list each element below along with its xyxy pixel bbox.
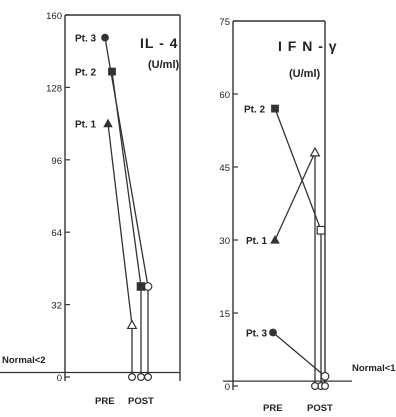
panel-2-series-pt-3-post-peak-point: [320, 371, 330, 381]
panel-1-x-label-post: POST: [128, 396, 154, 407]
panel-2-unit: (U/ml): [289, 68, 321, 80]
panel-2-series-pt-1-post-peak-point: [309, 146, 321, 157]
panel-2-x-label-post: POST: [307, 403, 333, 412]
panel-2-series-pt-2-post-peak-point: [316, 225, 326, 235]
panel-1-series-pt-2-pre-point: [108, 67, 116, 76]
panel-2-series-pt-3-line-pre-to-post: [272, 331, 326, 377]
panel-1-series-pt-1-label: Pt. 1: [75, 120, 97, 131]
panel-2-y-tick-label: 45: [219, 163, 230, 174]
panel-1-y-tick-label: 64: [51, 228, 62, 239]
panel-2-x-label-pre: PRE: [263, 403, 283, 412]
panel-1-series-pt-2-post-peak-point: [136, 282, 146, 291]
panel-1-y-tick-label: 96: [51, 156, 62, 167]
panel-2-normal-label: Normal<1: [352, 363, 396, 374]
panel-2-y-tick-label: 75: [219, 17, 230, 28]
panel-1-series-pt-1-post-final-point: [128, 373, 137, 382]
panel-2-series-pt-3-pre-point: [269, 328, 277, 337]
panel-2-series-pt-3-label: Pt. 3: [246, 328, 268, 339]
panel-2-series-pt-2-line-pre-to-post: [274, 108, 322, 231]
panel-1-title: IL - 4: [140, 35, 178, 51]
panel-1-normal-label: Normal<2: [2, 355, 46, 366]
panel-1-series-pt-2-label: Pt. 2: [75, 68, 97, 79]
panel-2-y-tick-label: 30: [219, 236, 230, 247]
panel-1-series-pt-2-line-pre-to-post: [111, 71, 142, 287]
panel-1-x-label-pre: PRE: [95, 396, 115, 407]
panel-2-series-pt-1-pre-point: [270, 235, 280, 244]
panel-1-y-tick-label: 32: [51, 301, 62, 312]
panel-2-series-pt-2-label: Pt. 2: [244, 105, 266, 116]
panel-1-series-pt-1-post-peak-point: [126, 319, 138, 330]
panel-1-series-pt-3-pre-point: [101, 33, 109, 42]
panel-1-series-pt-1-pre-point: [103, 118, 113, 128]
panel-2-y-tick-label: 15: [219, 309, 230, 320]
panel-2-series-pt-1-post-final-point: [311, 382, 320, 391]
panel-1-series-pt-1-line-pre-to-post: [107, 123, 133, 326]
panel-2-series-pt-1-label: Pt. 1: [246, 236, 268, 247]
panel-2-title: I F N - γ: [278, 38, 338, 54]
panel-1-unit: (U/ml): [148, 59, 180, 71]
panel-2-series-pt-2-pre-point: [271, 104, 279, 113]
panel-2-y-tick-label: 0: [225, 382, 230, 393]
panel-2-y-tick-label: 60: [219, 90, 230, 101]
panel-1-series-pt-3-post-final-point: [144, 373, 153, 382]
panel-1-series-pt-3-line-pre-to-post: [104, 37, 149, 287]
panel-1-series-pt-3-label: Pt. 3: [75, 34, 97, 45]
panel-1-y-tick-label: 128: [46, 83, 62, 94]
panel-2-series-pt-1-line-pre-to-post: [274, 152, 316, 241]
panel-1-y-tick-label: 0: [57, 373, 62, 384]
panel-2-series-pt-3-post-final-point: [321, 382, 330, 391]
panel-1-series-pt-2-post-final-point: [137, 373, 146, 382]
panel-1-y-tick-label: 160: [46, 11, 62, 22]
panel-1-series-pt-3-post-peak-point: [143, 282, 153, 291]
